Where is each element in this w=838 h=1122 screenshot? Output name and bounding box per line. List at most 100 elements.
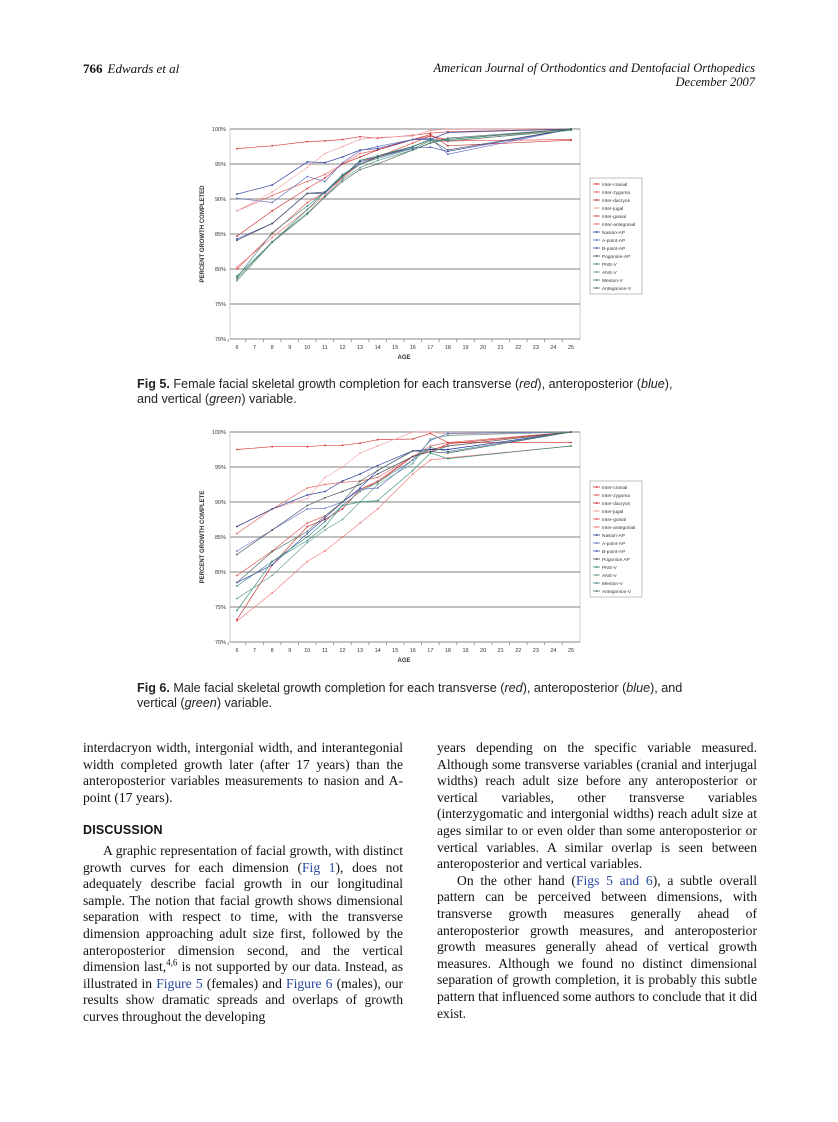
data-point xyxy=(447,434,449,437)
x-tick-label: 17 xyxy=(427,345,433,351)
legend-label: Inter-cranial xyxy=(602,485,627,491)
legend-marker xyxy=(595,287,598,289)
data-point xyxy=(411,455,414,458)
legend-marker xyxy=(595,590,598,592)
data-point xyxy=(236,581,238,584)
data-point xyxy=(306,140,309,143)
y-tick-label: 75% xyxy=(215,605,226,611)
data-point xyxy=(323,490,326,493)
data-point xyxy=(271,574,274,577)
data-point xyxy=(376,476,379,479)
data-point xyxy=(376,136,379,139)
figure-reference-link[interactable]: Figure 6 xyxy=(286,975,333,991)
x-tick-label: 23 xyxy=(533,648,539,654)
data-point xyxy=(447,150,449,153)
data-point xyxy=(447,432,449,435)
data-point xyxy=(306,532,309,535)
legend-label: Antegonion-V xyxy=(602,589,632,595)
text-run: ), a subtle overall pattern can be perce… xyxy=(437,872,757,1021)
data-point xyxy=(447,448,449,451)
data-point xyxy=(411,135,414,137)
legend-marker xyxy=(595,486,598,488)
data-point xyxy=(306,560,309,563)
data-point xyxy=(447,149,449,151)
y-tick-label: 95% xyxy=(215,465,226,471)
data-point xyxy=(323,177,326,179)
data-point xyxy=(306,180,309,183)
legend-marker xyxy=(595,255,598,257)
data-point xyxy=(236,147,238,150)
data-point xyxy=(359,161,361,163)
x-tick-label: 15 xyxy=(392,345,398,351)
body-column-right: years depending on the specific variable… xyxy=(437,740,757,1022)
text-run: is not supported by our data. Instead, a… xyxy=(83,959,403,991)
legend-marker xyxy=(595,191,598,193)
legend-label: A-point-AP xyxy=(602,541,625,547)
data-point xyxy=(376,445,379,447)
x-tick-label: 18 xyxy=(445,648,451,654)
data-point xyxy=(429,451,432,454)
data-point xyxy=(341,504,344,507)
data-point xyxy=(359,480,361,482)
data-point xyxy=(447,445,449,447)
data-point xyxy=(306,530,309,533)
x-tick-label: 10 xyxy=(304,648,310,654)
y-axis-title: PERCENT GROWTH COMPLETE xyxy=(200,491,206,584)
data-point xyxy=(271,231,274,234)
figure-reference-link[interactable]: Figure 5 xyxy=(156,975,203,991)
legend-marker xyxy=(595,199,598,201)
data-point xyxy=(447,128,449,130)
legend-label: Inter-zygoma xyxy=(602,493,630,499)
x-tick-label: 13 xyxy=(357,345,363,351)
data-point xyxy=(323,194,326,197)
x-tick-label: 18 xyxy=(445,345,451,351)
data-point xyxy=(570,431,572,433)
legend-label: Inter-gonial xyxy=(602,214,626,220)
data-point xyxy=(236,532,238,535)
figure-reference-link[interactable]: Figs 5 and 6 xyxy=(575,872,653,888)
text-run: On the other hand ( xyxy=(457,872,576,888)
data-point xyxy=(429,138,432,141)
data-point xyxy=(236,574,238,577)
data-point xyxy=(429,137,432,139)
body-column-left: interdacryon width, intergonial width, a… xyxy=(83,740,403,1026)
x-tick-label: 25 xyxy=(568,345,574,351)
text-run: interdacryon width, intergonial width, a… xyxy=(83,740,403,805)
data-point xyxy=(411,138,414,141)
data-point xyxy=(323,525,326,528)
data-point xyxy=(323,161,326,164)
data-point xyxy=(236,266,238,268)
data-point xyxy=(411,149,414,151)
legend-box xyxy=(589,177,643,295)
legend-marker xyxy=(595,510,598,512)
data-point xyxy=(570,128,572,130)
data-point xyxy=(376,438,379,441)
x-tick-label: 25 xyxy=(568,648,574,654)
journal-title: American Journal of Orthodontics and Den… xyxy=(433,61,756,75)
data-point xyxy=(429,446,432,449)
legend-label: Nasion-AP xyxy=(602,230,625,236)
x-tick-label: 8 xyxy=(271,345,274,351)
figure-6-chart: 70% 75% 80% 85% 90% 95% 100% 6 7 8 9 10 11 12 13 14 15 16… xyxy=(200,430,643,664)
data-point xyxy=(306,445,309,448)
data-point xyxy=(429,448,432,451)
data-point xyxy=(341,480,344,482)
data-point xyxy=(429,132,432,135)
data-point xyxy=(429,133,432,136)
data-point xyxy=(323,515,326,517)
legend-label: Pogonion-AP xyxy=(602,254,630,260)
data-point xyxy=(323,140,326,142)
data-point xyxy=(236,235,238,237)
data-point xyxy=(376,480,379,482)
data-point xyxy=(447,138,449,141)
data-point xyxy=(447,140,449,142)
x-tick-label: 6 xyxy=(235,648,238,654)
data-point xyxy=(306,212,309,214)
x-tick-label: 19 xyxy=(462,648,468,654)
figure-reference-link[interactable]: Fig 1 xyxy=(301,859,336,875)
data-point xyxy=(376,469,379,472)
legend-label: Menton-V xyxy=(602,278,624,284)
data-point xyxy=(359,159,361,162)
data-point xyxy=(359,168,361,171)
data-point xyxy=(376,487,379,489)
